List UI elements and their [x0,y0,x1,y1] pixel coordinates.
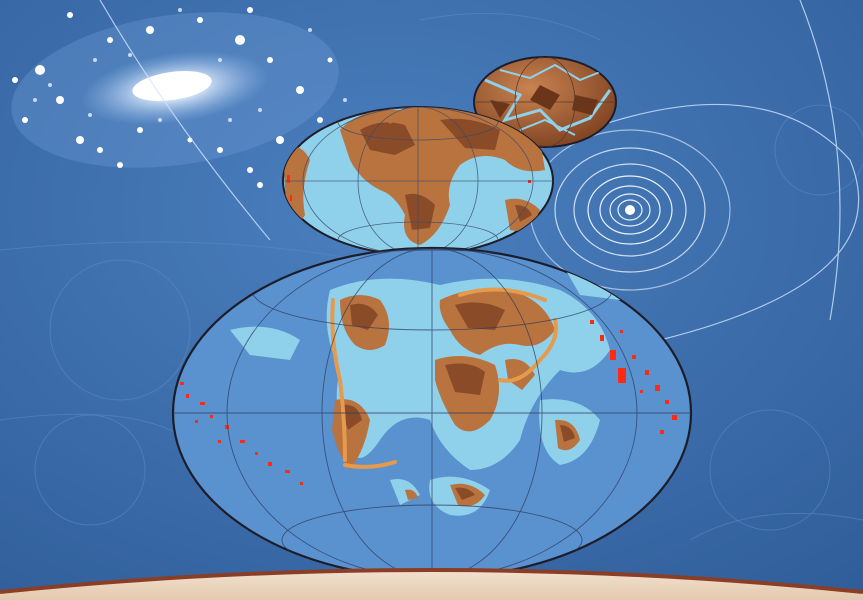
volcanic-islands [180,320,677,485]
middle-earth-globe [282,106,554,256]
large-earth-globe [171,246,693,580]
small-early-planet [473,56,617,148]
planet-horizon [0,568,863,600]
orbit-arcs [99,0,860,341]
spiral-galaxy [11,7,347,188]
star-icon [625,205,635,215]
